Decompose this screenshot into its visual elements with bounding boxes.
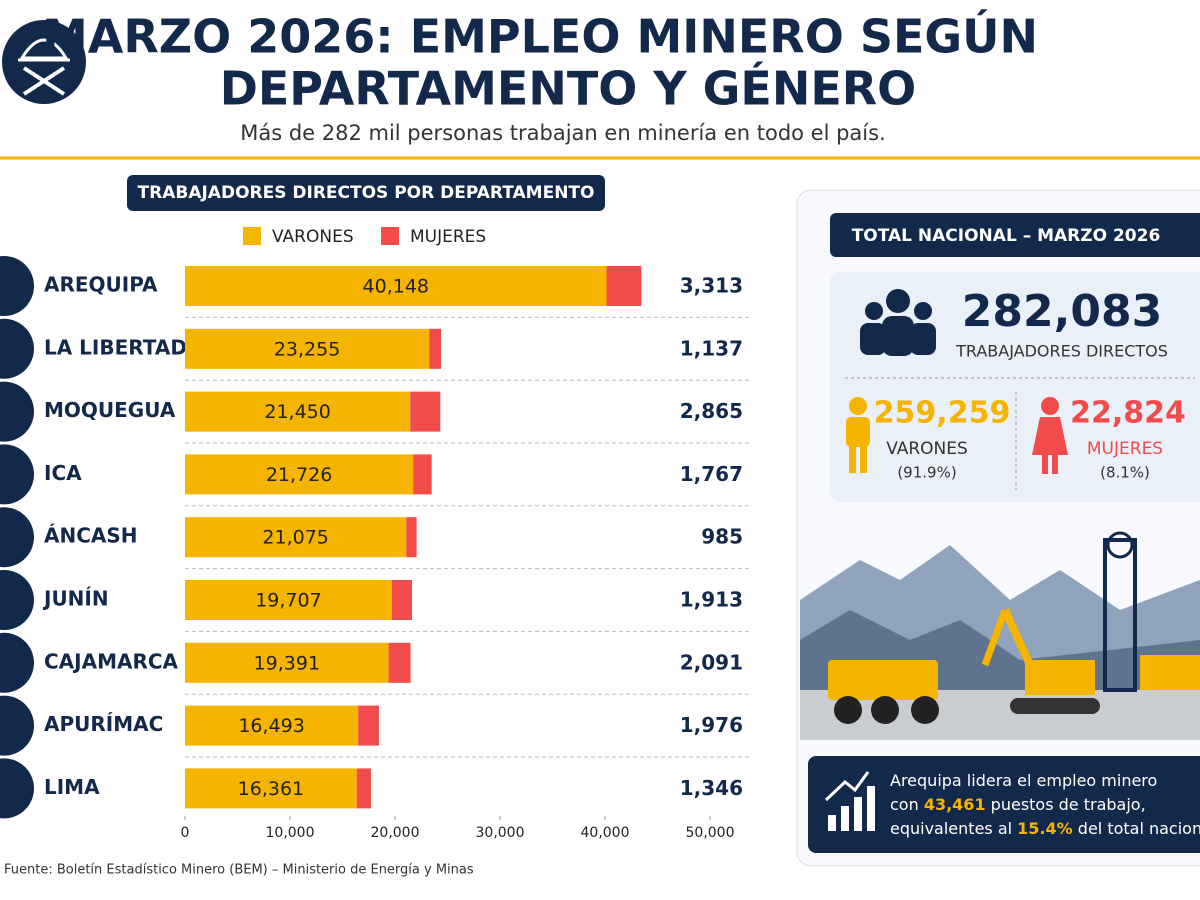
value-label: 21,726 — [266, 464, 332, 486]
callout-box — [808, 756, 1200, 853]
callout-text: con 43,461 puestos de trabajo, — [890, 795, 1146, 814]
x-tick-label: 20,000 — [371, 825, 420, 841]
callout-text: Arequipa lidera el empleo minero — [890, 771, 1157, 790]
value-label: 16,361 — [238, 778, 304, 800]
category-label: CAJAMARCA — [44, 649, 179, 673]
bar-segment — [185, 517, 407, 558]
region-icon — [0, 256, 34, 316]
total-value: 282,083 — [962, 286, 1162, 337]
category-label: ICA — [44, 461, 82, 485]
category-label: AREQUIPA — [44, 273, 158, 297]
value-label: 1,137 — [680, 336, 743, 360]
value-label: 21,075 — [262, 527, 328, 549]
summary-title-box — [830, 213, 1200, 257]
bar-segment — [358, 705, 379, 746]
category-label: JUNÍN — [42, 587, 109, 611]
region-icon — [0, 758, 34, 819]
callout-highlight: 43,461 — [924, 795, 986, 814]
chart-title-box — [127, 175, 605, 211]
bar-segment — [406, 517, 417, 558]
x-tick-label: 0 — [181, 825, 190, 841]
x-tick-label: 40,000 — [581, 825, 630, 841]
x-tick-label: 30,000 — [476, 825, 525, 841]
value-label: 40,148 — [363, 276, 429, 298]
category-label: MOQUEGUA — [44, 398, 176, 422]
man-icon — [846, 397, 870, 473]
total-label: TRABAJADORES DIRECTOS — [955, 342, 1168, 361]
bar-segment — [391, 580, 413, 620]
title-line: MARZO 2026: EMPLEO MINERO SEGÚN — [42, 10, 1038, 64]
region-icon — [0, 318, 34, 379]
chart: VARONES MUJERES 0 10,000 20,000 30,000 40,000 5… — [0, 227, 750, 841]
callout-highlight: 15.4% — [1017, 819, 1073, 838]
category-label: LA LIBERTAD — [44, 335, 187, 359]
bar-segment — [413, 454, 432, 495]
summary-title: TOTAL NACIONAL – MARZO 2026 — [852, 226, 1161, 246]
category-label: APURÍMAC — [44, 712, 163, 736]
region-icon — [0, 507, 34, 568]
subtitle: Más de 282 mil personas trabajan en mine… — [240, 121, 886, 145]
callout-text: con — [890, 795, 919, 814]
region-icon — [0, 381, 34, 442]
bar-segment — [185, 454, 414, 495]
title-line: DEPARTAMENTO Y GÉNERO — [220, 62, 917, 116]
men-share: (91.9%) — [897, 464, 956, 482]
chart-title: TRABAJADORES DIRECTOS POR DEPARTAMENTO — [138, 183, 595, 203]
men-value: 259,259 — [874, 396, 1011, 431]
women-value: 22,824 — [1070, 396, 1186, 431]
region-icon — [0, 570, 34, 630]
bar-segment — [185, 580, 392, 620]
mining-illustration — [800, 531, 1200, 740]
value-label: 2,091 — [680, 650, 743, 674]
value-label: 1,346 — [680, 776, 743, 800]
bar-segment — [606, 266, 642, 306]
callout-text: equivalentes al — [890, 819, 1012, 838]
callout-text: del total nacional. — [1078, 819, 1200, 838]
legend-label: MUJERES — [410, 227, 486, 247]
value-label: 1,913 — [680, 588, 743, 612]
callout-text: Arequipa lidera el empleo minero — [890, 771, 1157, 790]
value-label: 1,976 — [680, 713, 743, 737]
x-tick-label: 10,000 — [266, 825, 315, 841]
bar-segment — [185, 328, 430, 369]
people-icon — [860, 289, 936, 356]
bar-segment — [185, 768, 357, 809]
value-label: 19,707 — [255, 590, 321, 612]
value-label: 2,865 — [680, 399, 743, 423]
region-icon — [0, 632, 34, 693]
category-label: ÁNCASH — [44, 524, 138, 548]
value-label: 985 — [701, 525, 743, 549]
men-label: VARONES — [886, 439, 968, 459]
growth-icon — [824, 771, 875, 831]
value-label: 19,391 — [254, 652, 320, 674]
logo — [2, 20, 86, 104]
region-icon — [0, 444, 34, 505]
region-icon — [0, 695, 34, 756]
bar-segment — [185, 391, 411, 432]
women-label: MUJERES — [1087, 439, 1163, 459]
bar-segment — [429, 328, 442, 369]
legend-label: VARONES — [272, 227, 354, 247]
value-label: 23,255 — [274, 338, 340, 360]
bar-segment — [185, 266, 607, 306]
callout-text: puestos de trabajo, — [991, 795, 1146, 814]
footnote: Fuente: Boletín Estadístico Minero (BEM)… — [4, 863, 474, 878]
value-label: 21,450 — [264, 401, 330, 423]
legend-swatch — [243, 227, 261, 245]
woman-icon — [1032, 397, 1068, 474]
bar-segment — [410, 391, 441, 432]
value-label: 16,493 — [238, 715, 304, 737]
callout-text: equivalentes al 15.4% del total nacional… — [890, 819, 1200, 838]
legend-swatch — [381, 227, 399, 245]
category-label: LIMA — [44, 775, 100, 799]
bar-segment — [185, 705, 359, 746]
value-label: 3,313 — [680, 274, 743, 298]
bar-segment — [356, 768, 371, 809]
value-label: 1,767 — [680, 462, 743, 486]
bar-segment — [388, 642, 411, 683]
bar-segment — [185, 642, 389, 683]
women-share: (8.1%) — [1100, 464, 1150, 482]
x-tick-label: 50,000 — [686, 825, 735, 841]
